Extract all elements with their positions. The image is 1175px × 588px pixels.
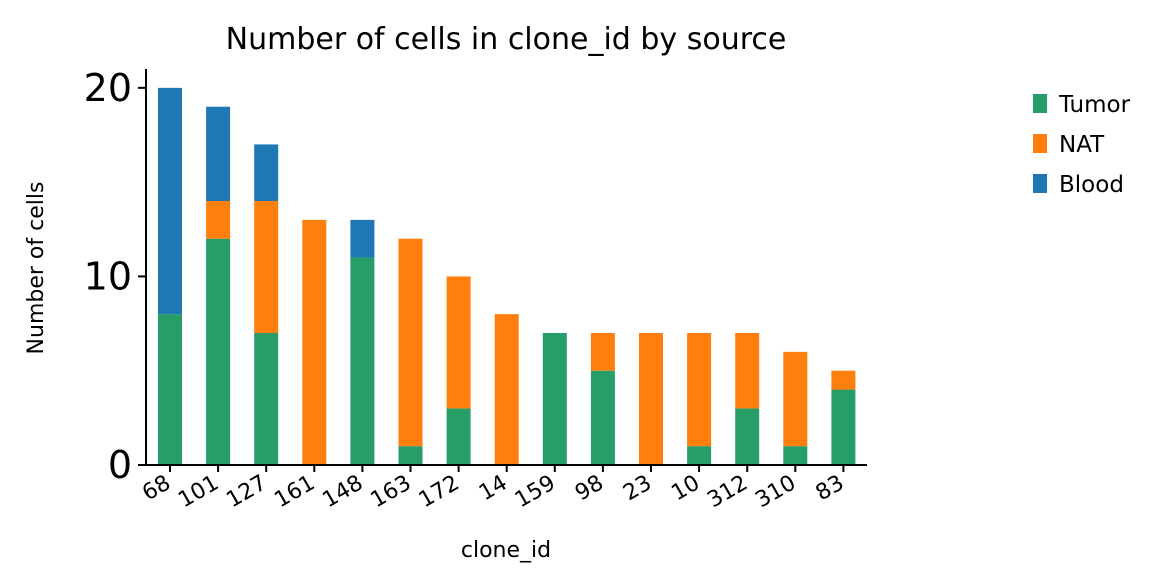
x-ticks-group: 68 101 127 161 148 163 172 14 159 98 23 10 312 310 83	[138, 465, 848, 513]
bar-tumor-163	[398, 446, 423, 465]
x-tick-label: 312	[703, 471, 752, 514]
bar-nat-163	[398, 238, 423, 447]
bar-nat-161	[302, 219, 327, 465]
x-tick-label: 101	[174, 471, 223, 514]
x-tick-label: 68	[138, 471, 175, 507]
bar-tumor-98	[590, 370, 615, 465]
legend-swatch-nat	[1033, 134, 1047, 153]
bar-nat-101	[206, 201, 231, 239]
bar-nat-310	[783, 351, 808, 447]
y-tick-label: 10	[84, 254, 132, 298]
legend-label-nat: NAT	[1059, 132, 1105, 158]
chart-title: Number of cells in clone_id by source	[226, 22, 787, 57]
legend-swatch-tumor	[1033, 94, 1047, 113]
bar-nat-312	[735, 333, 760, 409]
bar-blood-68	[158, 87, 182, 315]
bar-blood-127	[254, 144, 279, 201]
bar-nat-10	[687, 333, 712, 447]
bar-tumor-68	[158, 314, 182, 465]
bar-tumor-310	[783, 446, 808, 465]
x-tick-label: 148	[319, 471, 368, 514]
x-tick-label: 161	[270, 471, 319, 514]
y-tick-label: 20	[84, 66, 132, 110]
bar-tumor-312	[735, 408, 760, 465]
bar-blood-148	[350, 219, 375, 258]
bar-tumor-101	[206, 238, 231, 465]
legend-swatch-blood	[1033, 174, 1047, 193]
bar-nat-83	[831, 370, 856, 390]
bar-tumor-83	[831, 389, 856, 465]
x-tick-label: 83	[812, 471, 849, 507]
bar-tumor-159	[542, 333, 567, 465]
bar-tumor-10	[687, 446, 712, 465]
bar-tumor-127	[254, 333, 279, 465]
x-tick-label: 23	[619, 471, 656, 507]
legend-label-tumor: Tumor	[1058, 92, 1131, 118]
x-tick-label: 98	[571, 471, 608, 507]
bars-group	[158, 87, 856, 465]
bar-nat-127	[254, 201, 279, 333]
legend-label-blood: Blood	[1059, 172, 1124, 198]
x-tick-label: 172	[415, 471, 464, 514]
x-tick-label: 10	[667, 471, 704, 507]
bar-nat-14	[494, 314, 519, 465]
x-tick-label: 163	[367, 471, 416, 514]
x-tick-label: 310	[751, 471, 800, 514]
y-tick-label: 0	[108, 443, 132, 487]
bar-tumor-148	[350, 257, 375, 465]
bar-nat-23	[639, 333, 663, 465]
x-tick-label: 159	[511, 471, 560, 514]
x-tick-label: 14	[475, 471, 512, 507]
bar-blood-101	[206, 106, 231, 201]
bar-nat-98	[590, 333, 615, 371]
legend: Tumor NAT Blood	[1033, 92, 1131, 198]
y-ticks-group: 0 10 20	[84, 66, 146, 487]
y-axis-label: Number of cells	[24, 182, 49, 355]
bar-tumor-172	[446, 408, 471, 465]
bar-nat-172	[446, 276, 471, 409]
x-tick-label: 127	[222, 471, 271, 514]
x-axis-label: clone_id	[461, 538, 551, 563]
